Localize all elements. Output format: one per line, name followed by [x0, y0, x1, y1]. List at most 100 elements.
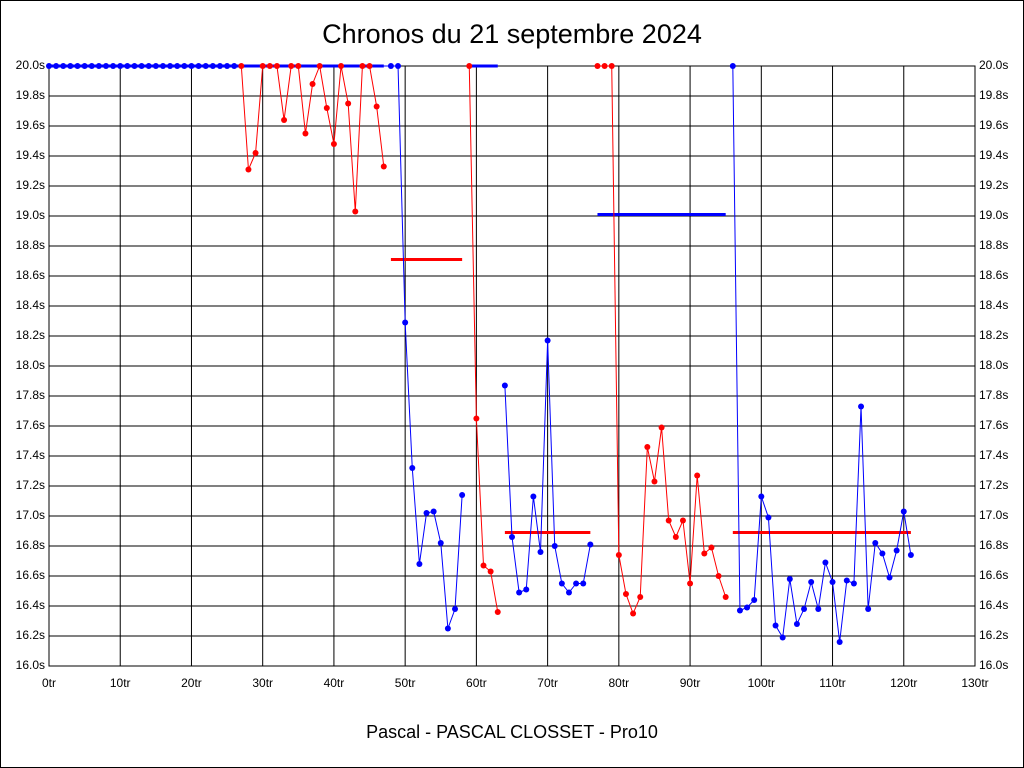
- data-point: [316, 63, 323, 69]
- data-point: [231, 63, 238, 69]
- data-point: [124, 63, 131, 69]
- data-point: [209, 63, 216, 69]
- y-tick-label: 19.8s: [16, 88, 45, 102]
- data-point: [81, 63, 88, 69]
- data-point: [644, 444, 651, 450]
- data-point: [893, 547, 900, 554]
- data-point: [380, 163, 387, 170]
- x-tick-label: 120tr: [890, 676, 917, 690]
- data-point: [558, 580, 565, 587]
- y-tick-label: 16.2s: [16, 628, 45, 642]
- data-point: [665, 517, 672, 524]
- data-point: [245, 166, 252, 173]
- data-point: [701, 550, 708, 557]
- data-point: [580, 580, 587, 587]
- data-point: [387, 63, 394, 69]
- data-point: [345, 100, 352, 107]
- data-point: [551, 543, 558, 549]
- data-point: [530, 493, 537, 500]
- data-point: [736, 607, 743, 614]
- data-point: [573, 580, 580, 587]
- y2-tick-label: 20.0s: [979, 58, 1008, 72]
- y-tick-label: 18.0s: [16, 358, 45, 372]
- data-point: [430, 508, 437, 515]
- data-point: [836, 639, 843, 645]
- data-point: [516, 589, 523, 596]
- data-point: [822, 559, 829, 566]
- y2-tick-label: 16.0s: [979, 658, 1008, 672]
- x-tick-label: 20tr: [181, 676, 202, 690]
- data-point: [224, 63, 231, 69]
- data-point: [366, 63, 373, 69]
- data-point: [295, 63, 302, 69]
- data-point: [480, 562, 487, 569]
- data-point: [459, 492, 466, 498]
- data-point: [309, 81, 316, 87]
- data-point: [252, 150, 259, 156]
- y2-tick-label: 18.0s: [979, 358, 1008, 372]
- data-point: [359, 63, 366, 69]
- data-point: [202, 63, 209, 69]
- data-point: [444, 625, 451, 632]
- data-point: [259, 63, 266, 69]
- y-tick-label: 18.6s: [16, 268, 45, 282]
- data-point: [672, 534, 679, 540]
- data-point: [145, 63, 152, 69]
- y2-tick-label: 17.0s: [979, 508, 1008, 522]
- y2-tick-label: 17.2s: [979, 478, 1008, 492]
- y2-tick-label: 19.6s: [979, 118, 1008, 132]
- data-point: [473, 415, 480, 422]
- data-point: [288, 63, 295, 69]
- data-point: [886, 574, 893, 581]
- y-tick-label: 19.0s: [16, 208, 45, 222]
- y2-tick-label: 17.6s: [979, 418, 1008, 432]
- y-tick-label: 16.0s: [16, 658, 45, 672]
- y2-tick-label: 16.6s: [979, 568, 1008, 582]
- y-tick-label: 19.6s: [16, 118, 45, 132]
- data-point: [523, 586, 530, 593]
- data-point: [630, 610, 637, 617]
- x-tick-label: 40tr: [324, 676, 345, 690]
- data-point: [330, 141, 337, 147]
- data-point: [174, 63, 181, 69]
- data-point: [423, 510, 430, 516]
- y-tick-label: 18.4s: [16, 298, 45, 312]
- data-point: [131, 63, 138, 69]
- y-tick-label: 19.2s: [16, 178, 45, 192]
- data-point: [772, 622, 779, 629]
- data-point: [395, 63, 402, 69]
- data-point: [537, 549, 544, 555]
- chart-title: Chronos du 21 septembre 2024: [322, 19, 702, 49]
- data-point: [615, 552, 622, 558]
- y2-tick-label: 18.6s: [979, 268, 1008, 282]
- data-point: [238, 63, 245, 69]
- y-tick-label: 17.0s: [16, 508, 45, 522]
- y2-tick-label: 18.4s: [979, 298, 1008, 312]
- y2-tick-label: 16.8s: [979, 538, 1008, 552]
- data-point: [352, 208, 359, 215]
- data-point: [829, 579, 836, 585]
- y2-tick-label: 19.2s: [979, 178, 1008, 192]
- data-point: [601, 63, 608, 69]
- data-point: [722, 594, 729, 600]
- data-point: [651, 478, 658, 485]
- x-tick-label: 0tr: [42, 676, 56, 690]
- data-point: [88, 63, 95, 69]
- data-point: [302, 130, 309, 137]
- data-point: [46, 63, 52, 69]
- data-point: [622, 591, 629, 597]
- data-point: [694, 472, 701, 479]
- data-point: [452, 606, 459, 612]
- y-tick-label: 16.4s: [16, 598, 45, 612]
- data-point: [373, 103, 380, 110]
- data-point: [159, 63, 166, 69]
- y2-tick-label: 19.8s: [979, 88, 1008, 102]
- data-point: [658, 424, 665, 431]
- data-point: [758, 493, 765, 500]
- data-point: [637, 594, 644, 600]
- data-point: [779, 634, 786, 641]
- y-tick-label: 18.8s: [16, 238, 45, 252]
- y2-tick-label: 17.4s: [979, 448, 1008, 462]
- x-tick-label: 90tr: [680, 676, 701, 690]
